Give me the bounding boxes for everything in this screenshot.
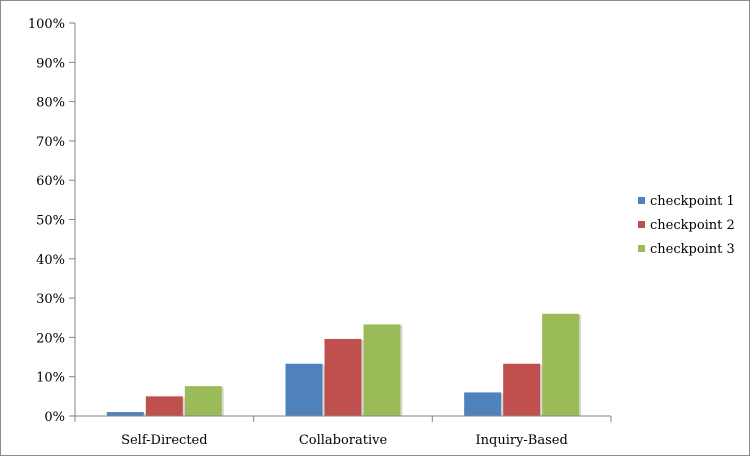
y-tick-label: 10% bbox=[36, 371, 65, 386]
bar bbox=[184, 386, 222, 416]
bars bbox=[106, 313, 580, 416]
legend-label: checkpoint 3 bbox=[650, 242, 735, 257]
bar bbox=[503, 363, 541, 416]
x-axis-tick-labels: Self-Directed Collaborative Inquiry-Based bbox=[121, 433, 568, 448]
x-tick-label: Self-Directed bbox=[121, 433, 208, 448]
y-tick-label: 0% bbox=[44, 410, 65, 425]
y-axis-tick-labels: 0% 10% 20% 30% 40% 50% 60% 70% 80% 90% 100% bbox=[28, 17, 65, 425]
axes bbox=[69, 22, 612, 422]
y-tick-label: 90% bbox=[36, 56, 65, 71]
bar bbox=[464, 392, 502, 416]
bar bbox=[285, 363, 323, 416]
y-tick-label: 30% bbox=[36, 292, 65, 307]
legend-swatch bbox=[638, 245, 645, 252]
legend-swatch bbox=[638, 197, 645, 204]
y-tick-label: 80% bbox=[36, 96, 65, 111]
x-tick-label: Collaborative bbox=[299, 433, 388, 448]
bar bbox=[542, 313, 580, 416]
y-tick-label: 100% bbox=[28, 17, 65, 32]
legend-label: checkpoint 2 bbox=[650, 218, 735, 233]
y-tick-label: 20% bbox=[36, 331, 65, 346]
x-tick-label: Inquiry-Based bbox=[476, 433, 568, 448]
legend: checkpoint 1 checkpoint 2 checkpoint 3 bbox=[638, 194, 735, 257]
y-tick-label: 40% bbox=[36, 253, 65, 268]
y-tick-label: 70% bbox=[36, 135, 65, 150]
legend-swatch bbox=[638, 221, 645, 228]
legend-label: checkpoint 1 bbox=[650, 194, 735, 209]
y-tick-label: 50% bbox=[36, 214, 65, 229]
bar bbox=[145, 396, 183, 416]
bar bbox=[324, 338, 362, 416]
bar bbox=[363, 324, 401, 416]
bar bbox=[106, 412, 144, 416]
y-tick-label: 60% bbox=[36, 174, 65, 189]
